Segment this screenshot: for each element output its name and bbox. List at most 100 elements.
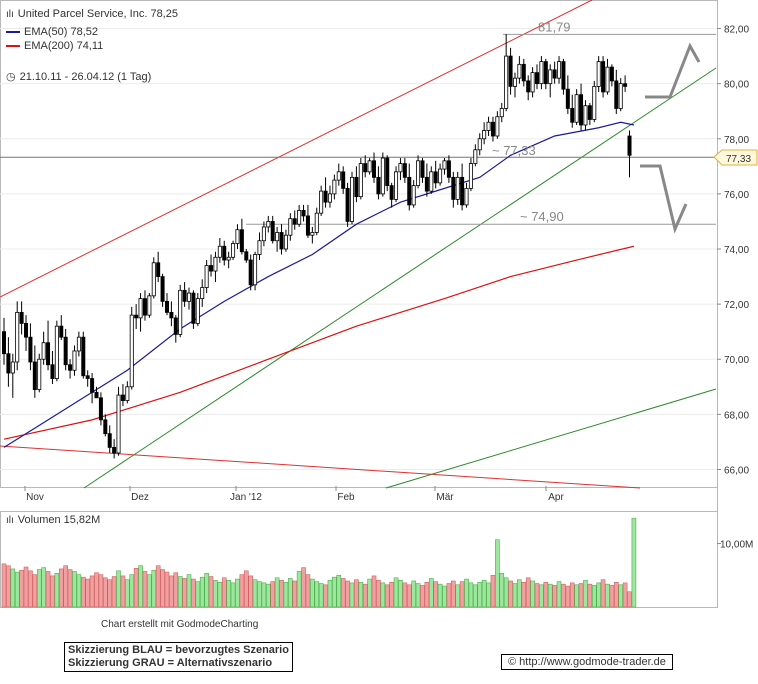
candle-body (345, 187, 350, 222)
price-tag-shape (713, 149, 758, 166)
volume-bar (10, 568, 16, 608)
volume-bar (45, 571, 51, 608)
ema50-swatch (6, 31, 20, 34)
volume-bar (177, 576, 183, 608)
candle-body (209, 265, 214, 272)
volume-bar (120, 575, 126, 608)
volume-bar (552, 585, 557, 608)
candle-body (156, 262, 161, 277)
candle-body (504, 55, 509, 109)
candle-body (160, 276, 165, 302)
candle-body (283, 234, 288, 250)
candle-body (231, 243, 236, 258)
volume-bar (160, 569, 165, 608)
volume-bar (138, 565, 143, 608)
green-support-line (83, 67, 717, 489)
x-tick-label: Jan '12 (230, 492, 262, 503)
volume-bar (279, 580, 284, 608)
candle-body (112, 447, 117, 454)
volume-bar (340, 578, 346, 608)
candle-body (138, 298, 143, 319)
y-tick-label: 76,00 (724, 190, 749, 201)
candle-body (521, 63, 526, 82)
volume-bar (539, 584, 544, 608)
candle-body (76, 336, 81, 352)
candle-body (222, 245, 227, 261)
volume-bar (147, 574, 152, 608)
volume-bar (490, 574, 496, 608)
volume-bar (455, 584, 461, 608)
candle-body (605, 66, 610, 93)
scenario-sketches (640, 42, 701, 234)
y-tick-label: 74,00 (724, 245, 749, 256)
volume-bar (89, 575, 95, 608)
candle-body (85, 375, 90, 379)
candle-body (380, 157, 385, 195)
price-grid (0, 28, 717, 470)
volume-bar (596, 582, 601, 608)
volume-bar (1, 563, 7, 608)
candle-body (548, 69, 553, 85)
volume-bar (257, 581, 262, 608)
candle-body (477, 138, 482, 151)
y-tick-label: 66,00 (724, 465, 749, 476)
volume-bar (384, 584, 390, 608)
volume-bar (221, 577, 227, 608)
candle-body (539, 61, 544, 85)
volume-bar (318, 583, 324, 608)
candle-body (15, 311, 20, 363)
volume-bars (1, 517, 637, 608)
volume-bar (574, 584, 579, 608)
candle-body (292, 218, 297, 225)
volume-bar (477, 581, 483, 608)
candle-body (627, 135, 632, 156)
trendlines (0, 0, 717, 489)
candle-body (574, 94, 579, 123)
candle-body (460, 176, 465, 206)
volume-title: ılı Volumen 15,82M (6, 514, 101, 526)
volume-bar (547, 583, 553, 608)
candle-body (68, 364, 73, 371)
volume-bar (50, 575, 55, 608)
volume-bar (296, 571, 302, 608)
ema50-line (3, 121, 635, 448)
volume-bar (508, 580, 513, 608)
volume-bar (151, 569, 157, 608)
volume-bar (19, 569, 24, 608)
candle-body (455, 176, 460, 200)
candle-body (490, 121, 495, 137)
volume-bar (155, 565, 161, 608)
volume-bar (613, 581, 619, 608)
candle-body (464, 187, 469, 206)
candle-body (120, 394, 125, 401)
copyright-icon: © (508, 656, 517, 668)
candle-body (107, 433, 112, 448)
price-tag-label: 77,33 (726, 154, 751, 165)
candle-body (178, 289, 183, 335)
candle-body (618, 83, 623, 109)
volume-bar (433, 581, 438, 608)
candle-body (288, 218, 293, 236)
candle-body (217, 245, 222, 258)
candle-body (6, 353, 11, 374)
candle-body (98, 397, 103, 421)
y-tick-label: 70,00 (724, 355, 749, 366)
candle-body (486, 121, 491, 131)
volume-bar (213, 580, 218, 608)
candle-body (134, 314, 139, 319)
volume-bar (486, 582, 491, 608)
volume-bar (252, 579, 258, 608)
candle-body (319, 190, 324, 214)
source-url[interactable]: © http://www.godmode-trader.de (501, 654, 673, 670)
volume-bar (186, 574, 192, 608)
candle-body (468, 163, 473, 189)
candle-body (270, 221, 275, 242)
ema50-legend: EMA(50) 78,52 (6, 26, 98, 38)
volume-tick-label: 10,00M (720, 540, 753, 551)
bar-chart-icon: ılı (6, 9, 14, 20)
volume-bar (36, 569, 42, 608)
volume-bar (235, 578, 240, 608)
candle-body (517, 63, 522, 79)
volume-bar (6, 565, 11, 608)
candle-body (59, 325, 64, 338)
